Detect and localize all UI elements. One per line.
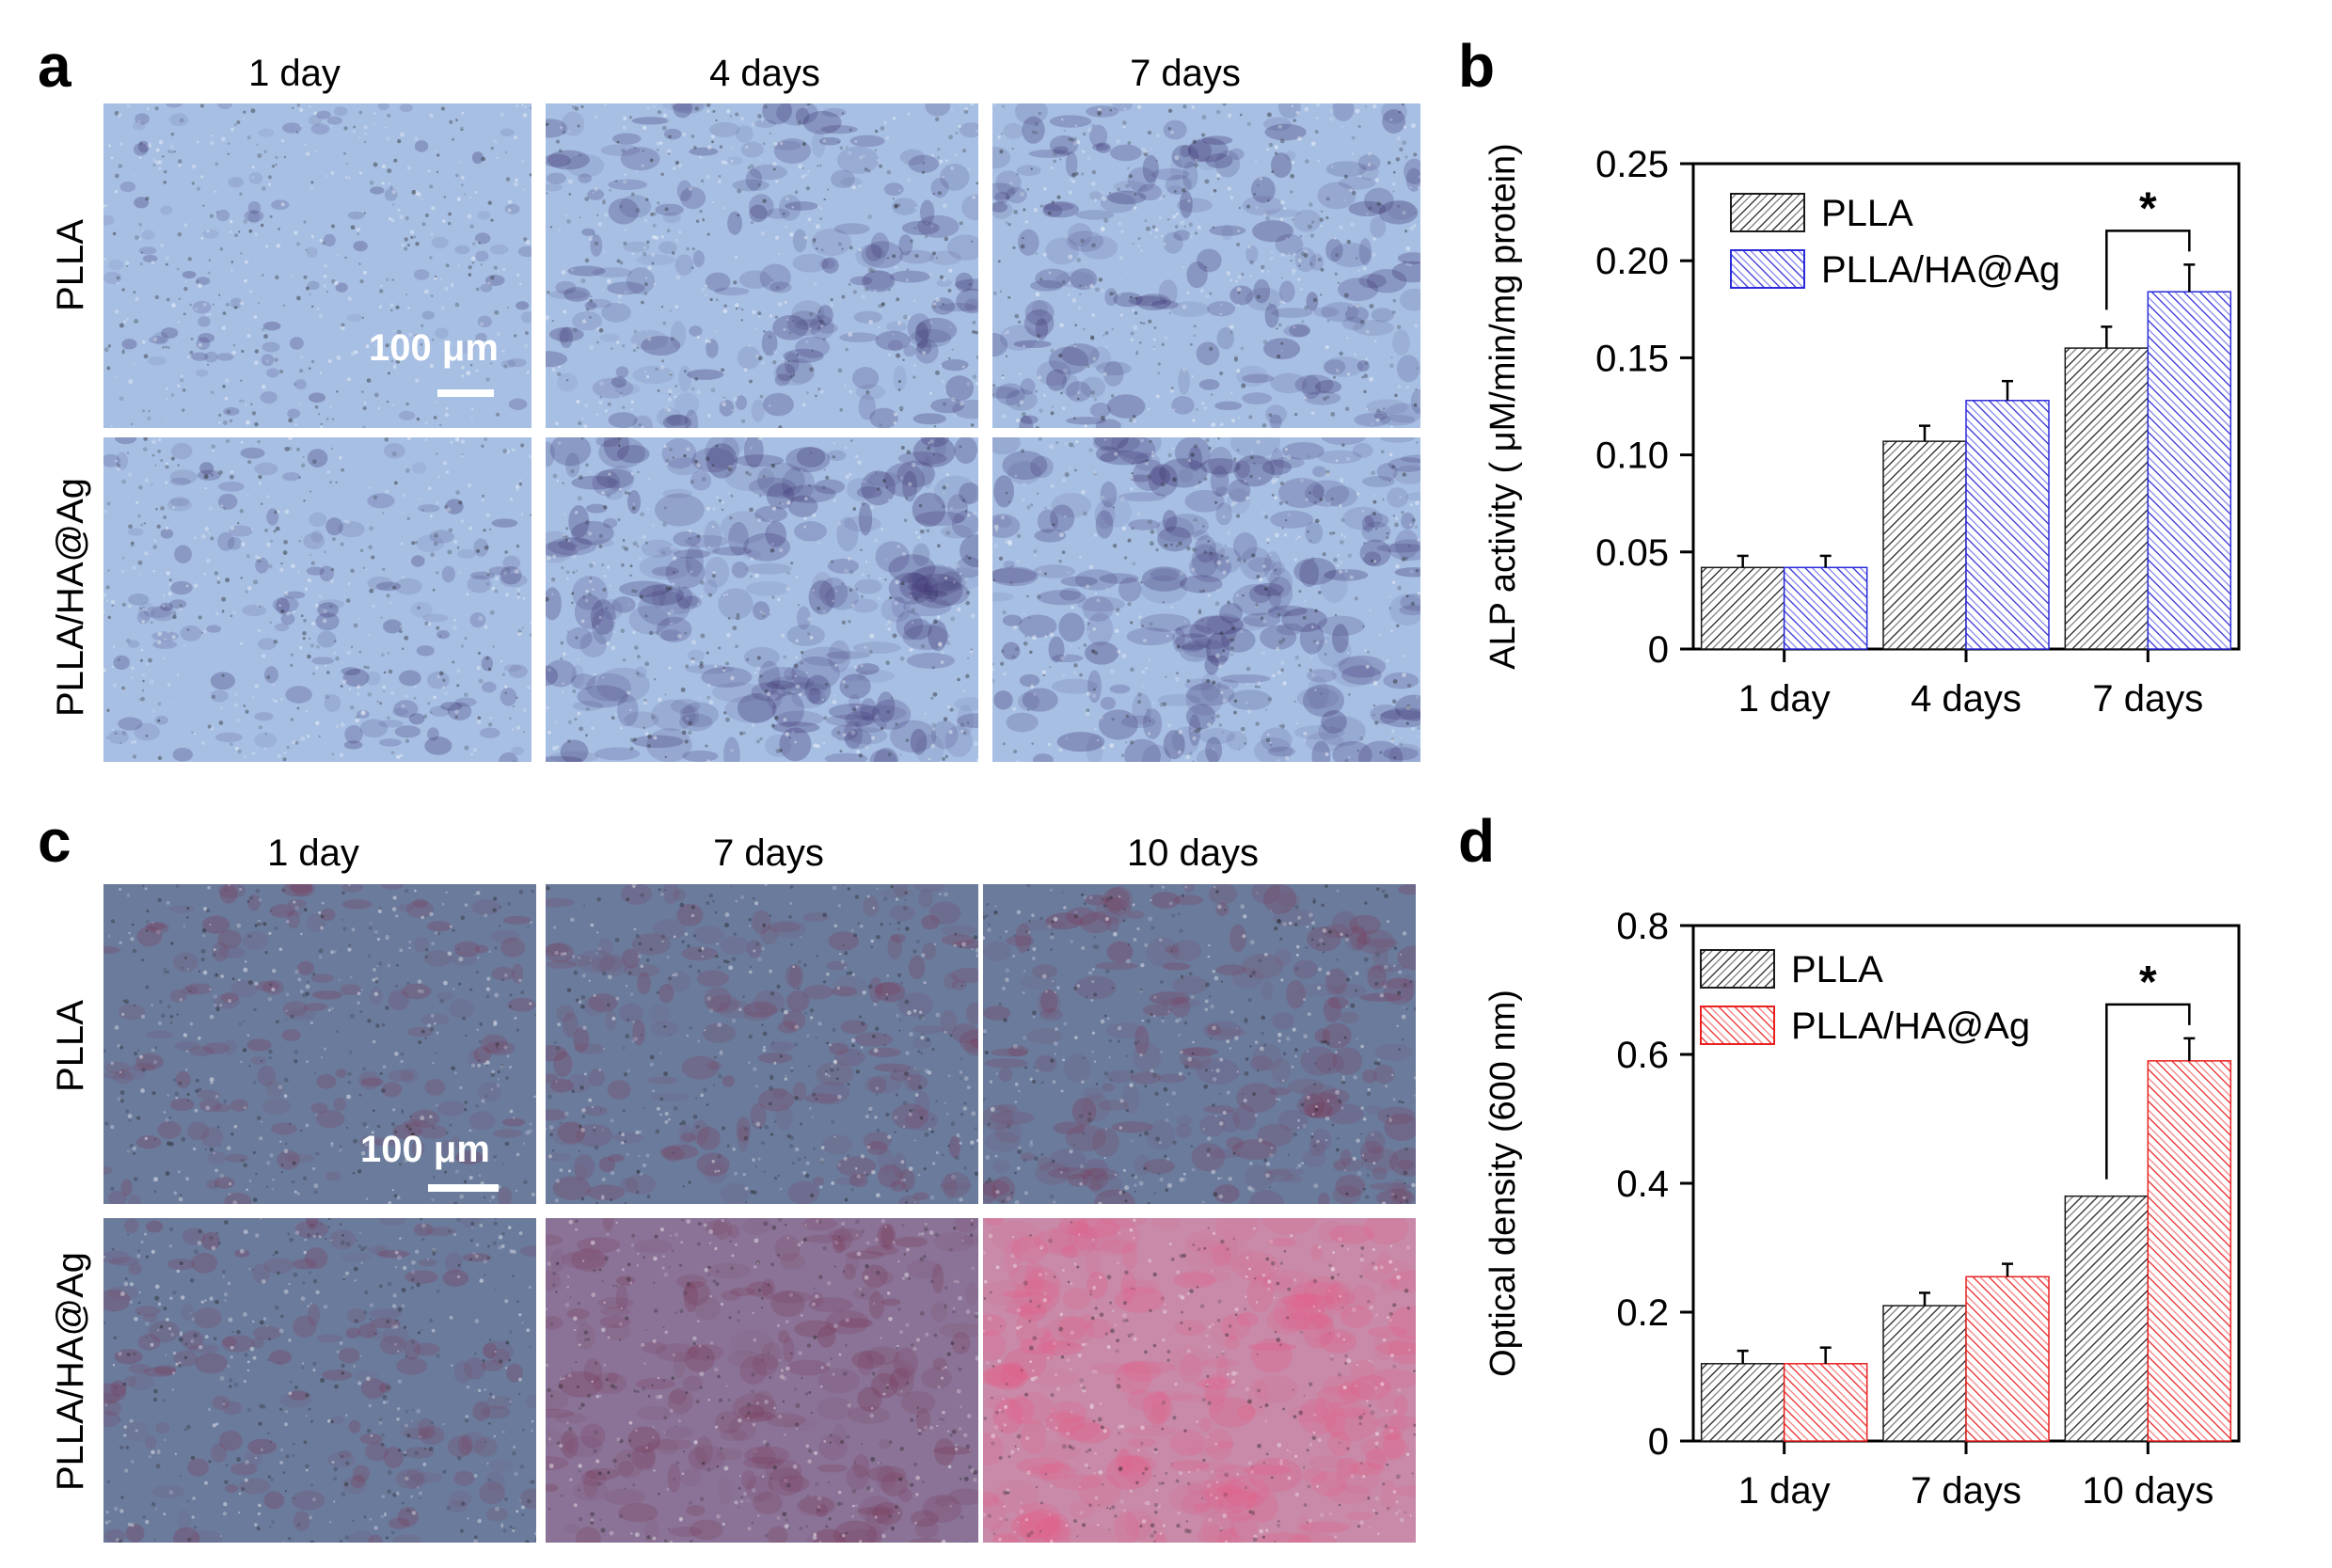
legend-label: PLLA/HA@Ag <box>1821 249 2060 291</box>
bar-plla-ha-ag <box>2147 291 2232 650</box>
panel-c-column-label: 7 days <box>713 832 824 874</box>
bar-plla-ha-ag <box>2147 1060 2232 1442</box>
y-tick-label: 0 <box>1648 1421 1669 1463</box>
chart-b-svg: 0 0.05 0.10 0.15 0.20 0.25 ALP activity ( μM/m… <box>1483 143 2241 720</box>
panel-a-row-label: PLLA/HA@Ag <box>50 477 91 718</box>
x-tick-label: 7 days <box>1911 1470 2022 1512</box>
bar-plla <box>1700 1363 1785 1442</box>
bar-plla <box>2064 1195 2150 1442</box>
panel-c-column-label: 1 day <box>267 832 359 874</box>
micrograph-tile <box>103 884 536 1204</box>
micrograph-tile <box>992 103 1420 428</box>
micrograph-tile <box>103 1218 536 1543</box>
panel-a-scale-bar-label: 100 μm <box>369 327 499 369</box>
bar-plla-ha-ag <box>1965 1275 2050 1442</box>
panel-a-row-label: PLLA <box>50 219 91 311</box>
micrograph-tile <box>992 437 1420 762</box>
panel-letter-b: b <box>1458 32 1496 100</box>
y-tick-label: 0.2 <box>1616 1292 1669 1334</box>
x-tick-label: 4 days <box>1911 678 2022 720</box>
panel-a-column-label: 1 day <box>248 53 341 94</box>
panel-c-row-label: PLLA/HA@Ag <box>50 1251 91 1492</box>
y-tick-label: 0.25 <box>1595 144 1669 185</box>
panel-letter-a: a <box>38 32 71 100</box>
panel-a-column-label: 4 days <box>709 53 820 94</box>
y-tick-label: 0.6 <box>1616 1035 1669 1076</box>
micrograph-tile <box>983 1218 1416 1543</box>
micrograph-tile <box>983 884 1416 1204</box>
legend-swatch <box>1700 949 1775 989</box>
panel-c-scale-bar-label: 100 μm <box>360 1129 490 1170</box>
legend-label: PLLA <box>1791 949 1883 990</box>
bar-plla <box>1882 440 1967 650</box>
panel-letter-d: d <box>1458 807 1496 875</box>
chart-d: 0 0.2 0.4 0.6 0.8 Optical density (600 nm) 1 d… <box>1467 884 2314 1552</box>
legend-swatch <box>1700 1006 1775 1045</box>
y-tick-label: 0 <box>1648 629 1669 671</box>
legend-label: PLLA <box>1821 193 1913 234</box>
y-axis-label: ALP activity ( μM/min/mg protein) <box>1483 143 1523 670</box>
y-tick-label: 0.10 <box>1595 436 1669 477</box>
y-tick-label: 0.05 <box>1595 532 1669 574</box>
chart-d-svg: 0 0.2 0.4 0.6 0.8 Optical density (600 nm) 1 d… <box>1483 906 2241 1512</box>
bar-plla <box>1882 1305 1967 1442</box>
chart-b: 0 0.05 0.10 0.15 0.20 0.25 ALP activity ( μM/m… <box>1467 103 2314 781</box>
panel-a-scale-bar <box>437 389 494 397</box>
micrograph-tile <box>103 103 531 428</box>
legend-swatch <box>1730 249 1805 289</box>
panel-c-column-label: 10 days <box>1126 832 1260 874</box>
significance-bracket <box>2105 1003 2191 1180</box>
bar-plla <box>1700 566 1785 650</box>
bar-plla-ha-ag <box>1965 400 2050 650</box>
legend-label: PLLA/HA@Ag <box>1791 1006 2030 1047</box>
x-tick-label: 1 day <box>1738 1470 1831 1512</box>
significance-bracket <box>2105 230 2191 310</box>
panel-c-row-label: PLLA <box>50 1000 91 1092</box>
x-tick-label: 1 day <box>1738 678 1831 720</box>
micrograph-tile <box>103 437 531 762</box>
y-axis-label: Optical density (600 nm) <box>1483 990 1523 1377</box>
panel-a-column-label: 7 days <box>1130 53 1241 94</box>
panel-letter-c: c <box>38 807 71 875</box>
y-tick-label: 0.8 <box>1616 906 1669 947</box>
x-tick-label: 10 days <box>2082 1470 2213 1512</box>
y-tick-label: 0.15 <box>1595 338 1669 379</box>
micrograph-tile <box>546 884 978 1204</box>
bar-plla-ha-ag <box>1783 1363 1868 1442</box>
significance-label: * <box>2139 958 2157 1007</box>
micrograph-tile <box>546 437 978 762</box>
legend-swatch <box>1730 193 1805 232</box>
x-tick-label: 7 days <box>2092 678 2203 720</box>
y-tick-label: 0.20 <box>1595 241 1669 282</box>
bar-plla <box>2064 347 2150 650</box>
micrograph-tile <box>546 1218 978 1543</box>
panel-c-scale-bar <box>428 1184 499 1192</box>
y-tick-label: 0.4 <box>1616 1164 1669 1205</box>
micrograph-tile <box>546 103 978 428</box>
bar-plla-ha-ag <box>1783 566 1868 650</box>
significance-label: * <box>2139 183 2157 233</box>
